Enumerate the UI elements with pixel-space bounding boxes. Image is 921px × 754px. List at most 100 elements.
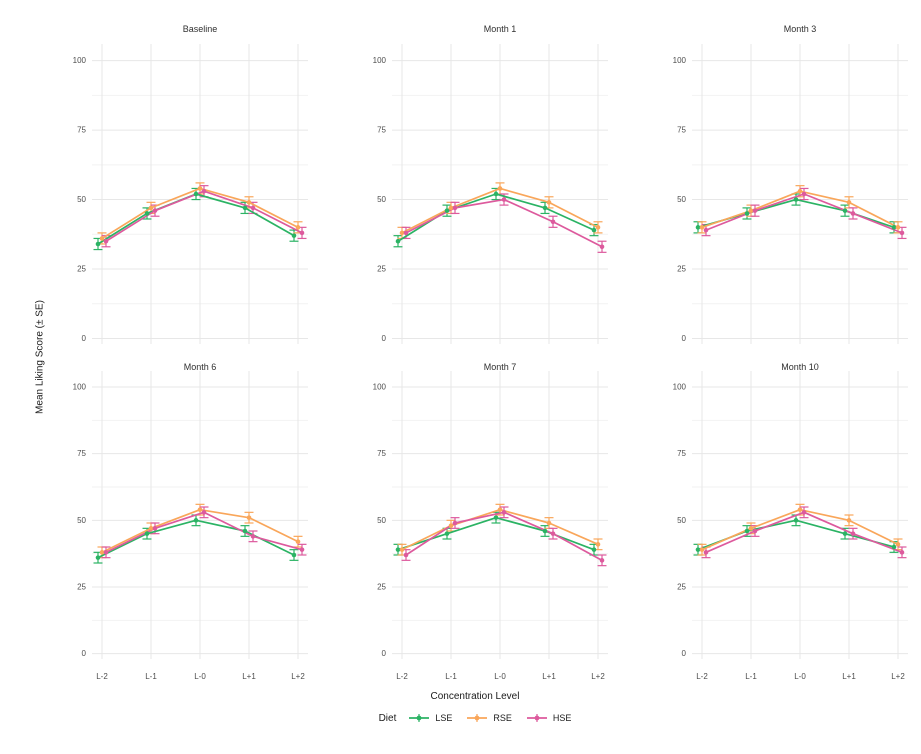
x-tick-label: L-2	[696, 672, 708, 681]
y-tick-label: 0	[382, 334, 387, 343]
facet-panel: 0 25 50 75 100 L-2 L-1 L-0 L+1 L+2 Month 6	[60, 358, 360, 699]
data-point-LSE	[591, 547, 597, 552]
data-point-RSE	[846, 200, 852, 205]
facet-title: Month 7	[484, 362, 517, 372]
data-point-LSE	[891, 544, 897, 550]
x-tick-label: L-2	[96, 672, 108, 681]
y-tick-label: 50	[377, 516, 386, 525]
data-point-RSE	[595, 225, 601, 230]
data-point-LSE	[695, 225, 701, 230]
data-point-LSE	[493, 515, 499, 520]
data-point-HSE	[250, 205, 256, 211]
data-point-RSE	[797, 507, 803, 512]
x-tick-label: L+1	[242, 672, 256, 681]
x-tick-label: L-0	[794, 672, 806, 681]
y-tick-label: 75	[677, 449, 686, 458]
data-point-HSE	[452, 520, 458, 526]
data-point-RSE	[497, 186, 503, 191]
y-tick-label: 25	[677, 265, 686, 274]
x-tick-label: L-0	[194, 672, 206, 681]
x-tick-label: L+2	[891, 672, 905, 681]
data-point-RSE	[197, 186, 203, 191]
y-tick-label: 50	[677, 516, 686, 525]
data-point-RSE	[148, 205, 154, 211]
y-tick-label: 100	[373, 56, 387, 65]
data-point-LSE	[793, 197, 799, 202]
data-point-HSE	[152, 526, 158, 531]
data-point-HSE	[501, 197, 507, 202]
y-tick-label: 50	[77, 195, 86, 204]
data-point-HSE	[201, 510, 207, 515]
y-tick-label: 100	[373, 383, 387, 392]
y-tick-label: 0	[682, 334, 687, 343]
legend-label: RSE	[493, 713, 512, 723]
data-point-HSE	[299, 230, 305, 236]
data-point-LSE	[395, 547, 401, 552]
facet-svg: 0 25 50 75 100 L-2 L-1 L-0 L+1 L+2 Month 6	[73, 362, 308, 681]
data-point-LSE	[542, 205, 548, 211]
y-tick-label: 75	[77, 126, 86, 135]
series-line-HSE	[405, 198, 603, 248]
data-point-RSE	[295, 539, 301, 544]
data-point-HSE	[550, 531, 556, 536]
y-tick-label: 0	[382, 649, 387, 658]
facet-panel: 0 25 50 75 100 Baseline	[60, 14, 360, 363]
data-point-LSE	[193, 191, 199, 197]
data-point-LSE	[395, 238, 401, 244]
y-tick-label: 100	[673, 383, 687, 392]
y-tick-label: 75	[377, 449, 386, 458]
x-tick-label: L-1	[145, 672, 157, 681]
y-tick-label: 100	[73, 56, 87, 65]
x-axis-title: Concentration Level	[430, 691, 520, 702]
y-tick-label: 0	[82, 649, 87, 658]
legend-label: HSE	[552, 713, 572, 723]
data-point-RSE	[699, 547, 705, 552]
data-point-RSE	[448, 205, 454, 211]
data-point-HSE	[403, 230, 409, 236]
facet-title: Month 3	[784, 24, 817, 34]
data-point-HSE	[599, 244, 605, 250]
legend-key-icon	[526, 714, 547, 722]
data-point-RSE	[699, 225, 705, 230]
data-point-HSE	[501, 510, 507, 515]
data-point-RSE	[197, 507, 203, 512]
data-point-LSE	[242, 205, 248, 211]
data-point-LSE	[144, 211, 150, 216]
data-point-HSE	[299, 547, 305, 552]
x-tick-label: L-1	[445, 672, 457, 681]
data-point-HSE	[850, 531, 856, 536]
data-point-HSE	[103, 550, 109, 555]
x-tick-label: L+2	[591, 672, 605, 681]
facet-panel: 0 25 50 75 100 L-2 L-1 L-0 L+1 L+2 Month 7	[360, 358, 660, 699]
legend-title: Diet	[378, 712, 397, 724]
data-point-LSE	[291, 552, 297, 558]
y-tick-label: 75	[77, 449, 86, 458]
data-point-RSE	[748, 208, 754, 213]
data-point-RSE	[246, 515, 252, 520]
data-point-RSE	[846, 518, 852, 523]
legend-item-RSE: RSE	[466, 712, 512, 724]
y-tick-label: 25	[77, 583, 86, 592]
x-tick-label: L+1	[842, 672, 856, 681]
data-point-RSE	[546, 520, 552, 526]
y-tick-label: 100	[673, 56, 687, 65]
x-tick-label: L-0	[494, 672, 506, 681]
data-point-HSE	[599, 558, 605, 563]
facet-svg: 0 25 50 75 100 Baseline	[73, 24, 308, 344]
data-point-LSE	[493, 191, 499, 197]
data-point-HSE	[899, 550, 905, 555]
data-point-HSE	[752, 528, 758, 534]
y-tick-label: 50	[677, 195, 686, 204]
data-point-RSE	[99, 236, 105, 241]
data-point-RSE	[748, 526, 754, 531]
series-line-LSE	[97, 193, 295, 245]
y-tick-label: 25	[377, 583, 386, 592]
data-point-HSE	[899, 230, 905, 236]
series-line-HSE	[105, 511, 303, 554]
data-point-LSE	[842, 208, 848, 213]
facet-title: Month 6	[184, 362, 217, 372]
legend-key-icon	[409, 714, 430, 722]
data-point-RSE	[595, 542, 601, 547]
data-point-LSE	[444, 531, 450, 536]
